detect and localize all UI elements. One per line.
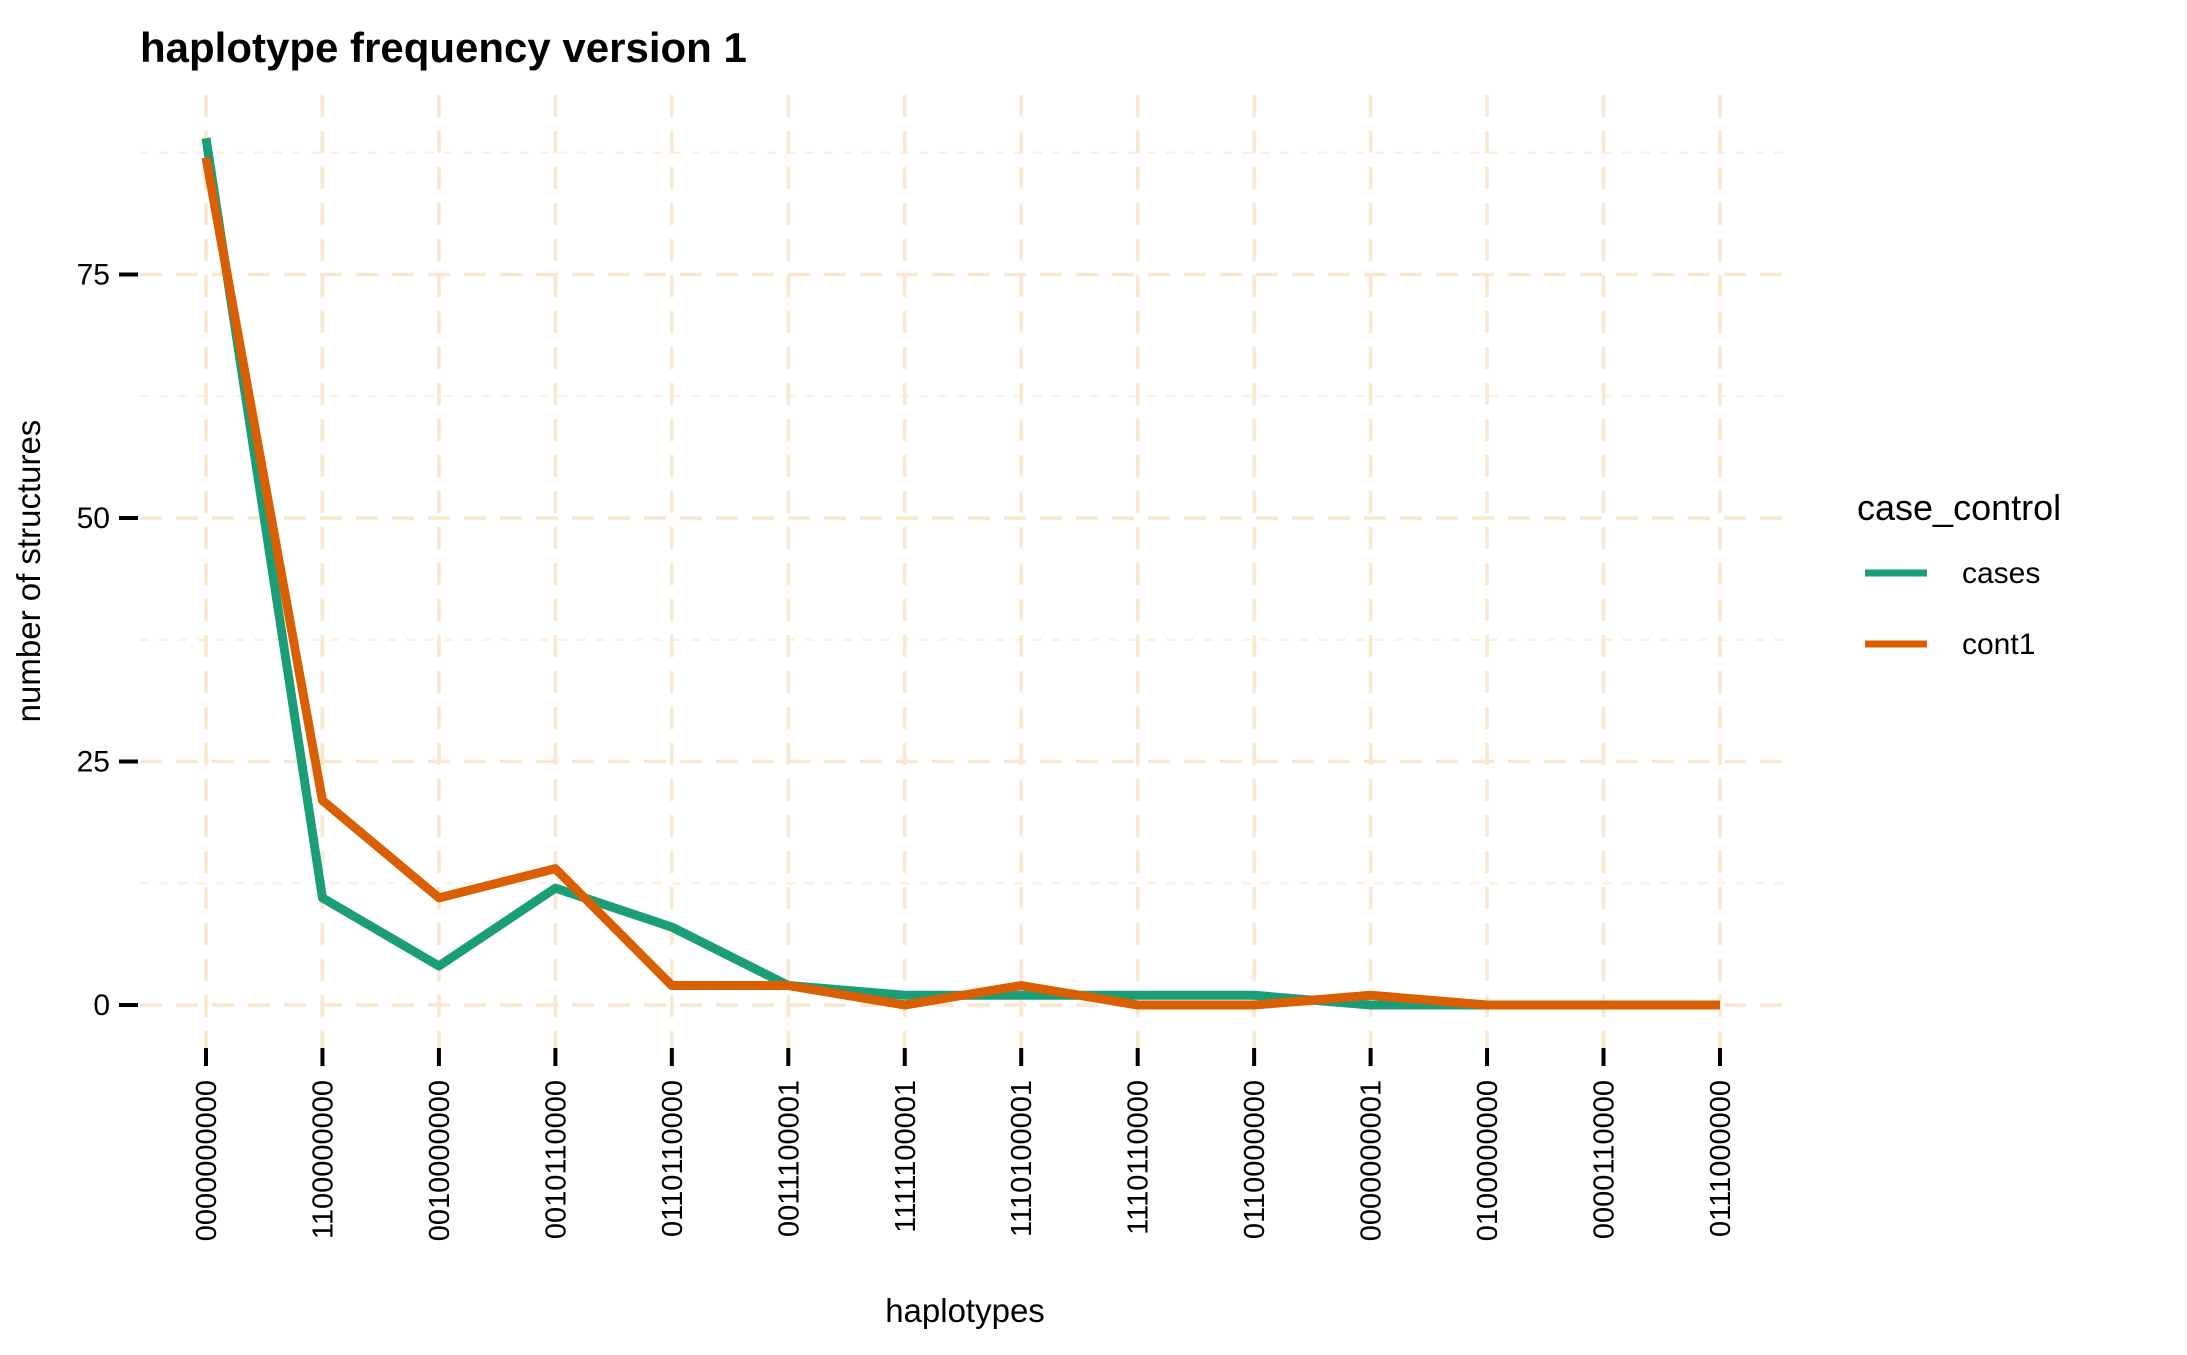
grid-layer <box>140 95 1791 1048</box>
y-axis-title: number of structures <box>10 420 47 723</box>
x-tick-label: 1100000000 <box>307 1080 339 1239</box>
x-tick-label: 0000000001 <box>1356 1080 1388 1241</box>
legend-entries: cases cont1 <box>1865 557 2040 661</box>
series-line-cont1 <box>201 156 1720 1010</box>
tick-layer: 0 25 50 75 0000000000 1100000000 0010000000 001… <box>77 259 1737 1242</box>
legend-label-cases: cases <box>1962 557 2040 590</box>
x-tick-label: 0011100001 <box>773 1080 805 1237</box>
y-tick-label: 75 <box>77 259 110 292</box>
x-axis-title: haplotypes <box>885 1292 1045 1329</box>
y-tick-label: 0 <box>93 989 110 1022</box>
x-tick-label: 0100000000 <box>1472 1080 1504 1241</box>
x-tick-label: 0110000000 <box>1239 1080 1271 1239</box>
x-tick-label: 0111000000 <box>1705 1080 1737 1237</box>
chart-title: haplotype frequency version 1 <box>140 24 747 71</box>
x-tick-label: 1111100001 <box>890 1080 922 1233</box>
y-tick-label: 25 <box>77 746 110 779</box>
x-tick-label: 0000110000 <box>1589 1080 1621 1239</box>
series-line-cases <box>201 137 1720 1010</box>
x-tick-label: 0010000000 <box>424 1080 456 1241</box>
x-tick-label: 0010110000 <box>540 1080 572 1239</box>
x-tick-label: 0110110000 <box>657 1080 689 1237</box>
x-tick-label: 1110110000 <box>1123 1080 1155 1235</box>
x-tick-label: 0000000000 <box>191 1080 223 1241</box>
x-tick-label: 1110100001 <box>1006 1080 1038 1237</box>
y-tick-label: 50 <box>77 502 110 535</box>
legend: case_control cases cont1 <box>1857 487 2061 661</box>
legend-title: case_control <box>1857 487 2061 528</box>
series-layer <box>201 137 1720 1010</box>
legend-label-cont1: cont1 <box>1962 628 2035 661</box>
